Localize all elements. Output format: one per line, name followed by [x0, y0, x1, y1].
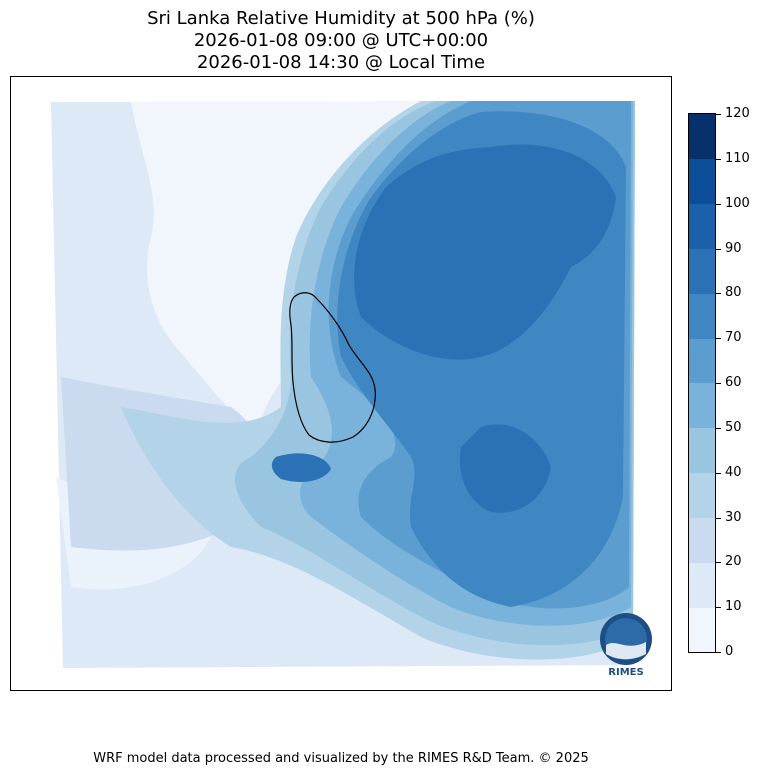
colorbar-tick [716, 607, 721, 609]
colorbar-tick [716, 114, 721, 115]
colorbar-tick [716, 562, 721, 564]
colorbar-segment [689, 383, 715, 429]
map-frame [10, 76, 672, 691]
colorbar [688, 113, 716, 653]
colorbar-tick [716, 517, 721, 519]
band-80 [354, 144, 616, 360]
sri-lanka-coastline [289, 292, 376, 443]
logo-text: RIMES [608, 667, 643, 678]
colorbar-tick-label: 70 [725, 330, 742, 346]
colorbar-tick-label: 40 [725, 464, 742, 480]
colorbar-segment [689, 607, 715, 653]
colorbar-segment [689, 427, 715, 474]
colorbar-tick-label: 30 [725, 509, 742, 525]
colorbar-segment [689, 517, 715, 563]
colorbar-tick [716, 427, 721, 429]
colorbar-tick-label: 60 [725, 375, 742, 390]
colorbar-segment [689, 293, 715, 339]
rimes-logo: RIMES [600, 613, 652, 678]
map-title-line-1: Sri Lanka Relative Humidity at 500 hPa (… [147, 8, 535, 29]
colorbar-segment [689, 114, 715, 160]
footer-credit: WRF model data processed and visualized … [93, 751, 589, 766]
dry-region [131, 101, 421, 437]
colorbar-segment [689, 338, 715, 384]
colorbar-tick-label: 20 [725, 554, 742, 570]
humidity-map [51, 101, 635, 668]
colorbar-tick-label: 90 [725, 240, 742, 256]
band-80-patch [459, 424, 551, 513]
colorbar-tick-label: 100 [725, 195, 750, 211]
colorbar-tick [716, 203, 721, 205]
colorbar-tick [716, 293, 721, 295]
colorbar-tick-label: 80 [725, 285, 742, 301]
colorbar-segment [689, 562, 715, 608]
band-80-patch-sw [271, 453, 331, 482]
colorbar-tick [716, 158, 721, 160]
colorbar-tick [716, 338, 721, 340]
colorbar-tick-label: 110 [725, 150, 750, 166]
colorbar-tick [716, 652, 721, 653]
colorbar-segment [689, 203, 715, 249]
colorbar-segment [689, 158, 715, 205]
colorbar-tick [716, 383, 721, 384]
colorbar-segment [689, 248, 715, 294]
colorbar-tick [716, 472, 721, 474]
map-title-line-3: 2026-01-08 14:30 @ Local Time [196, 52, 486, 73]
colorbar-tick-label: 0 [725, 644, 734, 659]
map-title-line-2: 2026-01-08 09:00 @ UTC+00:00 [193, 30, 489, 51]
colorbar-tick-label: 50 [725, 419, 742, 435]
colorbar-segment [689, 472, 715, 518]
colorbar-tick-label: 10 [725, 599, 742, 615]
colorbar-tick-label: 120 [725, 106, 750, 121]
colorbar-tick [716, 248, 721, 250]
